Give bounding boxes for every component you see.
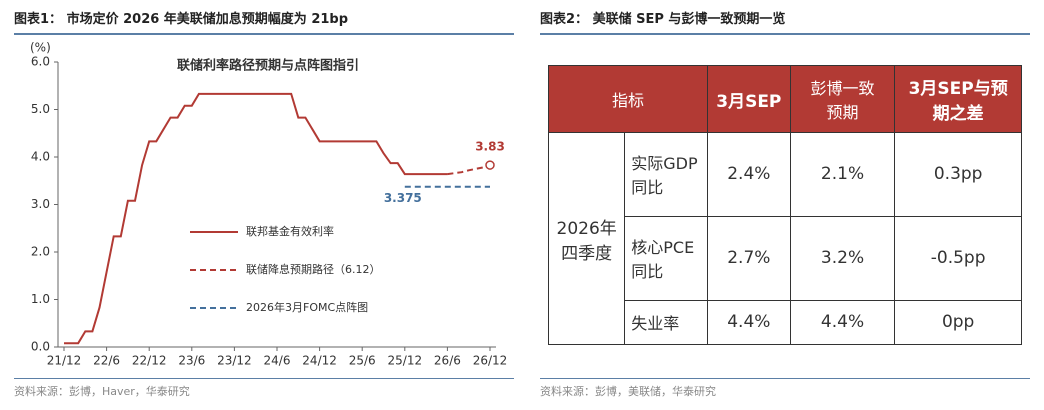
left-source: 资料来源：彭博，Haver，华泰研究 [14,378,514,399]
cell: 2.4% [706,132,791,217]
header-cell: 彭博一致预期 [789,65,896,133]
cell: 核心PCE同比 [624,215,708,301]
cell: 2.7% [706,215,791,301]
x-tick-label: 25/12 [388,354,423,368]
x-tick-label: 23/6 [178,354,205,368]
cell: 3.2% [789,215,896,301]
x-tick-label: 21/12 [47,354,82,368]
cell: 失业率 [624,299,708,346]
x-tick-label: 24/12 [302,354,337,368]
series-line [64,92,448,345]
x-tick-label: 22/12 [132,354,167,368]
cell: 0pp [894,299,1022,346]
value-label: 3.375 [384,191,422,205]
value-label: 3.83 [475,140,505,154]
right-source: 资料来源：彭博，美联储，华泰研究 [540,378,1030,399]
cell: -0.5pp [894,215,1022,301]
x-tick-label: 23/12 [217,354,252,368]
cell: 实际GDP同比 [624,132,708,217]
x-tick-label: 25/6 [349,354,376,368]
y-unit: (%) [30,41,51,55]
left-header: 图表1： 市场定价 2026 年美联储加息预期幅度为 21bp [14,8,514,35]
y-tick-label: 3.0 [31,197,50,211]
x-tick-label: 24/6 [264,354,291,368]
legend-label: 联邦基金有效利率 [246,224,334,238]
cell: 2.1% [789,132,896,217]
end-marker [485,160,495,170]
series-line [447,164,491,176]
sep-table: 指标 3月SEP 彭博一致预期 3月SEP与预期之差 2026年四季度 实际GD… [547,65,1022,346]
right-header: 图表2： 美联储 SEP 与彭博一致预期一览 [540,8,1030,35]
y-tick-label: 6.0 [31,55,50,69]
cell: 0.3pp [894,132,1022,217]
cell: 4.4% [706,299,791,346]
header-cell: 指标 [548,65,708,133]
y-tick-label: 1.0 [31,292,50,306]
legend-label: 联储降息预期路径（6.12） [246,262,381,276]
y-tick-label: 0.0 [31,340,50,354]
y-tick-label: 4.0 [31,150,50,164]
x-tick-label: 26/12 [473,354,508,368]
y-tick-label: 5.0 [31,102,50,116]
chart-title: 联储利率路径预期与点阵图指引 [177,58,359,74]
header-cell: 3月SEP [706,65,791,133]
header-cell: 3月SEP与预期之差 [894,65,1022,133]
x-tick-label: 22/6 [93,354,120,368]
chart: (%) 联储利率路径预期与点阵图指引 0.0 1.0 2.0 3.0 4.0 5.0 6.0… [30,41,508,368]
legend-label: 2026年3月FOMC点阵图 [246,300,368,314]
cell: 4.4% [789,299,896,346]
group-cell: 2026年四季度 [547,132,626,345]
y-tick-label: 2.0 [31,245,50,259]
x-tick-label: 26/6 [434,354,461,368]
